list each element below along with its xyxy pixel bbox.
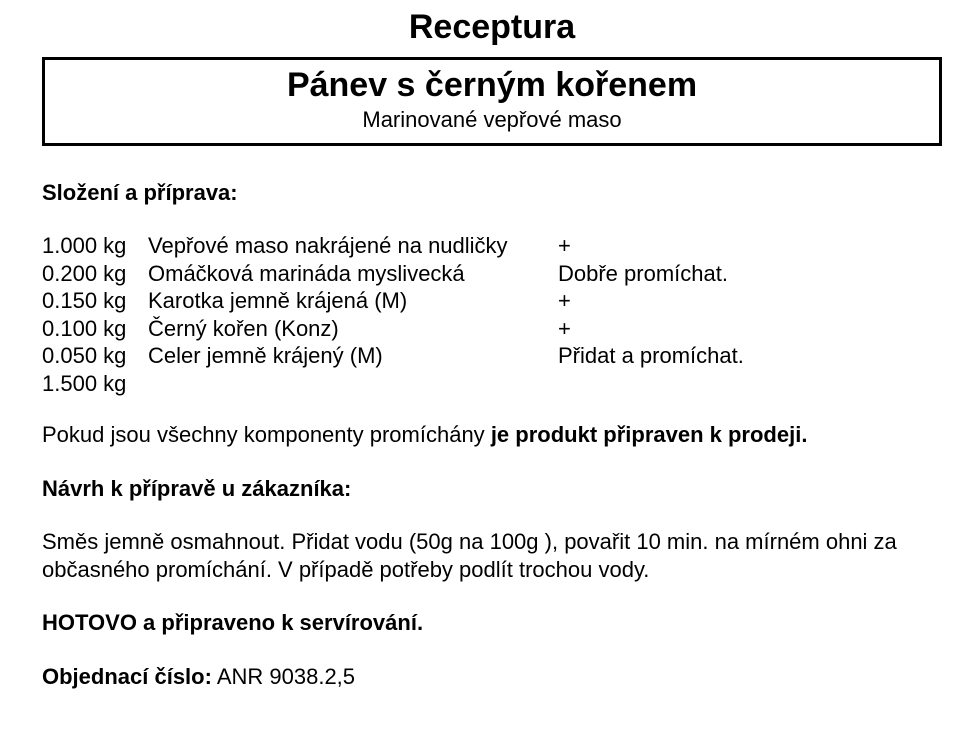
order-label: Objednací číslo: [42, 664, 212, 689]
ingredient-row: 0.050 kg Celer jemně krájený (M) Přidat … [42, 342, 744, 370]
recipe-subtitle: Marinované vepřové maso [57, 107, 927, 133]
ingredient-list: 1.000 kg Vepřové maso nakrájené na nudli… [42, 232, 744, 397]
document-title: Receptura [42, 8, 942, 47]
ingredient-qty: 1.500 kg [42, 370, 148, 398]
ingredient-qty: 0.100 kg [42, 315, 148, 343]
ingredient-note: Dobře promíchat. [558, 260, 744, 288]
ingredient-qty: 0.050 kg [42, 342, 148, 370]
ingredient-name: Karotka jemně krájená (M) [148, 287, 558, 315]
ingredient-qty: 0.150 kg [42, 287, 148, 315]
order-value: ANR 9038.2,5 [212, 664, 355, 689]
prep-heading: Návrh k přípravě u zákazníka: [42, 475, 942, 503]
ingredient-name: Celer jemně krájený (M) [148, 342, 558, 370]
ingredient-note: Přidat a promíchat. [558, 342, 744, 370]
mix-line-bold: je produkt připraven k prodeji. [491, 422, 808, 447]
ingredient-name: Vepřové maso nakrájené na nudličky [148, 232, 558, 260]
recipe-name: Pánev s černým kořenem [57, 66, 927, 105]
ingredient-name: Černý kořen (Konz) [148, 315, 558, 343]
ready-line: HOTOVO a připraveno k servírování. [42, 609, 942, 637]
ingredient-name: Omáčková marináda myslivecká [148, 260, 558, 288]
page: Receptura Pánev s černým kořenem Marinov… [0, 0, 960, 708]
ingredient-qty: 1.000 kg [42, 232, 148, 260]
ingredient-name [148, 370, 558, 398]
order-line: Objednací číslo: ANR 9038.2,5 [42, 663, 942, 691]
composition-heading: Složení a příprava: [42, 180, 942, 206]
ingredient-note: + [558, 232, 744, 260]
mix-line-prefix: Pokud jsou všechny komponenty promíchány [42, 422, 491, 447]
ingredient-row: 0.150 kg Karotka jemně krájená (M) + [42, 287, 744, 315]
ingredient-row: 1.000 kg Vepřové maso nakrájené na nudli… [42, 232, 744, 260]
ingredient-row: 0.200 kg Omáčková marináda myslivecká Do… [42, 260, 744, 288]
ingredient-row: 0.100 kg Černý kořen (Konz) + [42, 315, 744, 343]
prep-text: Směs jemně osmahnout. Přidat vodu (50g n… [42, 528, 942, 583]
mix-line: Pokud jsou všechny komponenty promíchány… [42, 421, 942, 449]
ingredient-qty: 0.200 kg [42, 260, 148, 288]
ingredient-row: 1.500 kg [42, 370, 744, 398]
recipe-box: Pánev s černým kořenem Marinované vepřov… [42, 57, 942, 146]
ingredient-note: + [558, 287, 744, 315]
ingredient-note [558, 370, 744, 398]
ingredient-note: + [558, 315, 744, 343]
